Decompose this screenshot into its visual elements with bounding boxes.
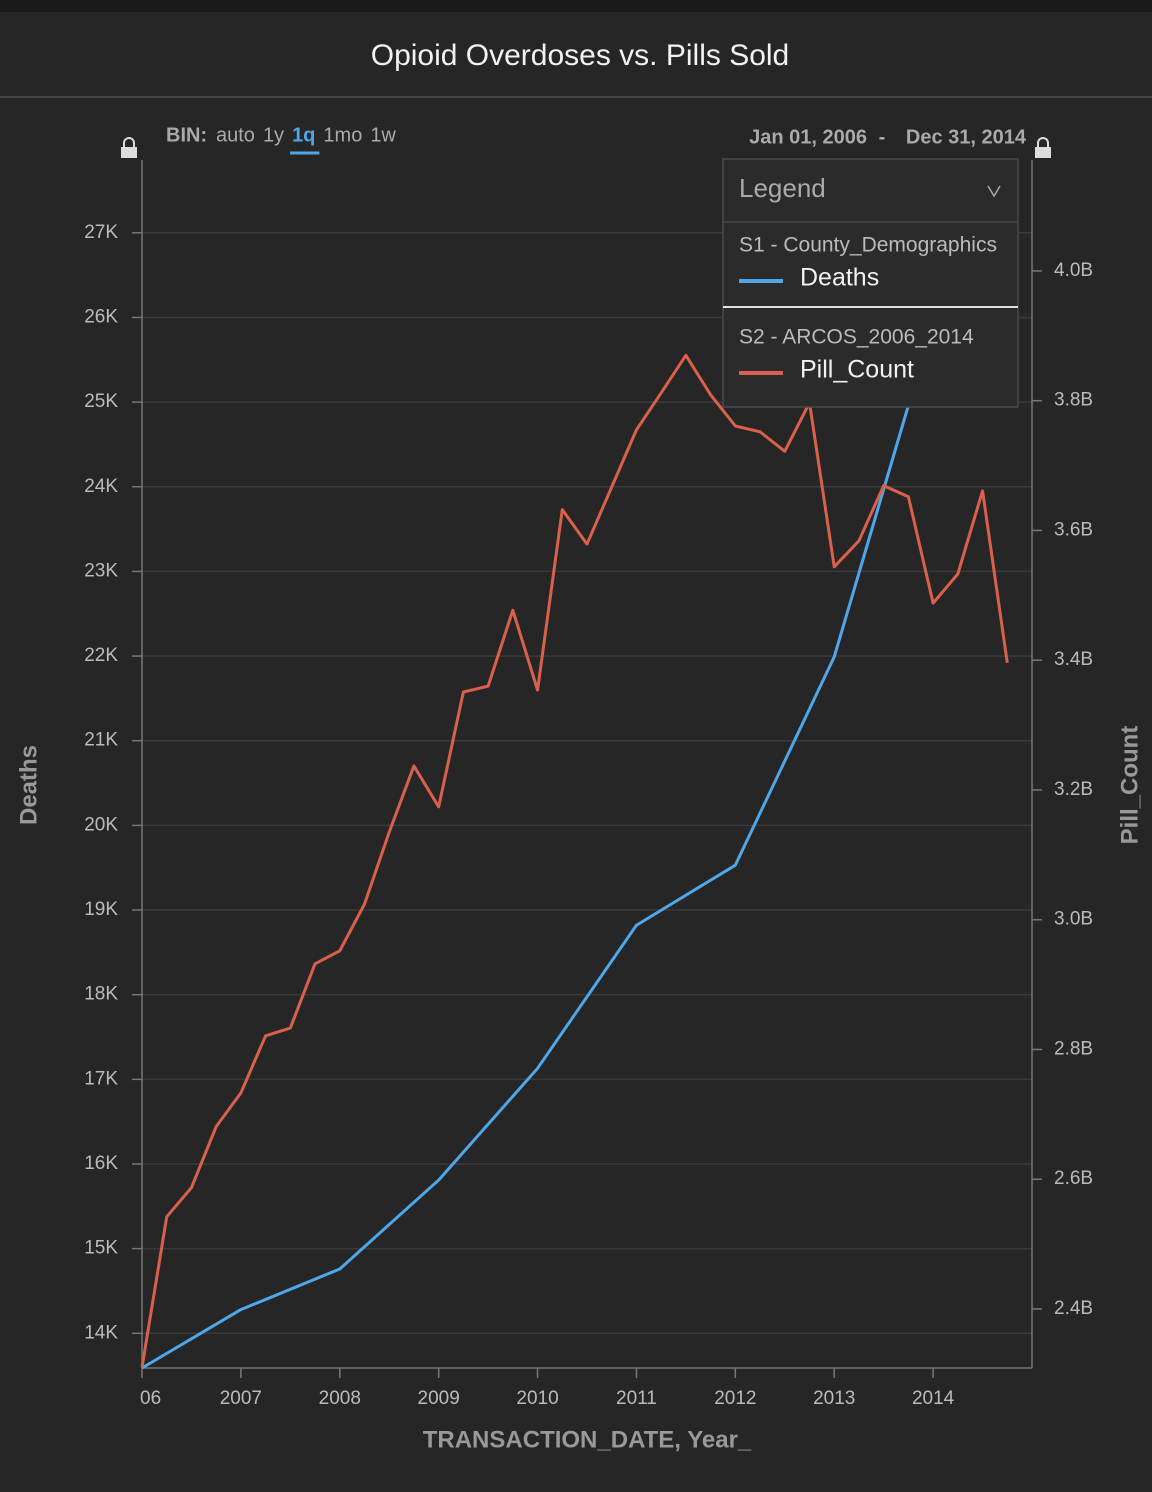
y2-tick-label: 2.4B bbox=[1054, 1298, 1093, 1319]
y-tick-label: 24K bbox=[84, 476, 118, 497]
y2-tick-label: 4.0B bbox=[1054, 260, 1093, 281]
legend-toggle[interactable] bbox=[987, 185, 1001, 198]
date-start[interactable]: Jan 01, 2006 bbox=[749, 126, 867, 148]
y2-axis-label: Pill_Count bbox=[1116, 726, 1143, 845]
y-tick-label: 27K bbox=[84, 222, 118, 243]
chart-title: Opioid Overdoses vs. Pills Sold bbox=[371, 39, 790, 72]
y2-tick-label: 3.8B bbox=[1054, 390, 1093, 411]
y2-tick-label: 3.0B bbox=[1054, 909, 1093, 930]
y-tick-label: 25K bbox=[84, 391, 118, 412]
y-tick-label: 19K bbox=[84, 899, 118, 920]
x-tick-label: 2012 bbox=[714, 1388, 756, 1409]
bin-option[interactable]: 1w bbox=[370, 124, 396, 146]
top-bar bbox=[0, 0, 1152, 12]
x-tick-label: 2011 bbox=[616, 1388, 657, 1409]
lock-left bbox=[121, 137, 137, 158]
y-tick-label: 18K bbox=[84, 984, 118, 1005]
x-tick-label: 06 bbox=[140, 1388, 161, 1409]
y2-tick-label: 3.2B bbox=[1054, 779, 1093, 800]
bin-option[interactable]: 1mo bbox=[323, 124, 362, 146]
plot-area: 14K 15K 16K 17K 18K 19K 20K 21K 22K 23K 24K 25K 26K 2… bbox=[84, 160, 1093, 1409]
y2-tick-label: 3.6B bbox=[1054, 519, 1093, 540]
x-axis-label: TRANSACTION_DATE, Year_ bbox=[423, 1426, 752, 1453]
x-tick-label: 2008 bbox=[319, 1388, 361, 1409]
date-end[interactable]: Dec 31, 2014 bbox=[906, 126, 1027, 148]
date-separator: - bbox=[879, 126, 886, 148]
x-tick-label: 2014 bbox=[912, 1388, 955, 1409]
x-tick-label: 2007 bbox=[220, 1388, 262, 1409]
y-tick-label: 20K bbox=[84, 814, 118, 835]
legend-group: S1 - County_Demographics bbox=[739, 234, 997, 257]
legend-label: Deaths bbox=[800, 264, 879, 292]
y2-tick-label: 2.8B bbox=[1054, 1038, 1093, 1059]
legend-group: S2 - ARCOS_2006_2014 bbox=[739, 326, 974, 349]
legend-title[interactable]: Legend bbox=[739, 173, 826, 203]
y2-tick-label: 2.6B bbox=[1054, 1168, 1093, 1189]
y2-tick-label: 3.4B bbox=[1054, 649, 1093, 670]
bin-label: BIN: bbox=[166, 124, 207, 146]
y-tick-label: 15K bbox=[84, 1238, 118, 1259]
y-tick-label: 26K bbox=[84, 306, 118, 327]
x-tick-label: 2013 bbox=[813, 1388, 855, 1409]
bin-controls: BIN: auto 1y 1q 1mo 1w bbox=[166, 124, 396, 155]
y-tick-label: 14K bbox=[84, 1322, 118, 1343]
bin-option[interactable]: auto bbox=[216, 124, 255, 146]
bin-option[interactable]: 1y bbox=[263, 124, 284, 146]
legend-label: Pill_Count bbox=[800, 356, 914, 384]
series-line bbox=[140, 353, 1009, 1368]
series-lines bbox=[140, 321, 1009, 1370]
x-tick-label: 2009 bbox=[418, 1388, 460, 1409]
y-tick-label: 21K bbox=[84, 730, 118, 751]
y-tick-label: 22K bbox=[84, 645, 118, 666]
bin-option[interactable]: 1q bbox=[292, 124, 315, 146]
x-tick-label: 2010 bbox=[516, 1388, 558, 1409]
y-axis-label: Deaths bbox=[15, 745, 42, 825]
legend: Legend S1 - County_Demographics Deaths S2 … bbox=[722, 158, 1019, 408]
y-tick-label: 17K bbox=[84, 1068, 118, 1089]
lock-right bbox=[1035, 137, 1051, 158]
y-tick-label: 23K bbox=[84, 560, 118, 581]
series-line bbox=[141, 321, 935, 1370]
y-tick-label: 16K bbox=[84, 1153, 118, 1174]
